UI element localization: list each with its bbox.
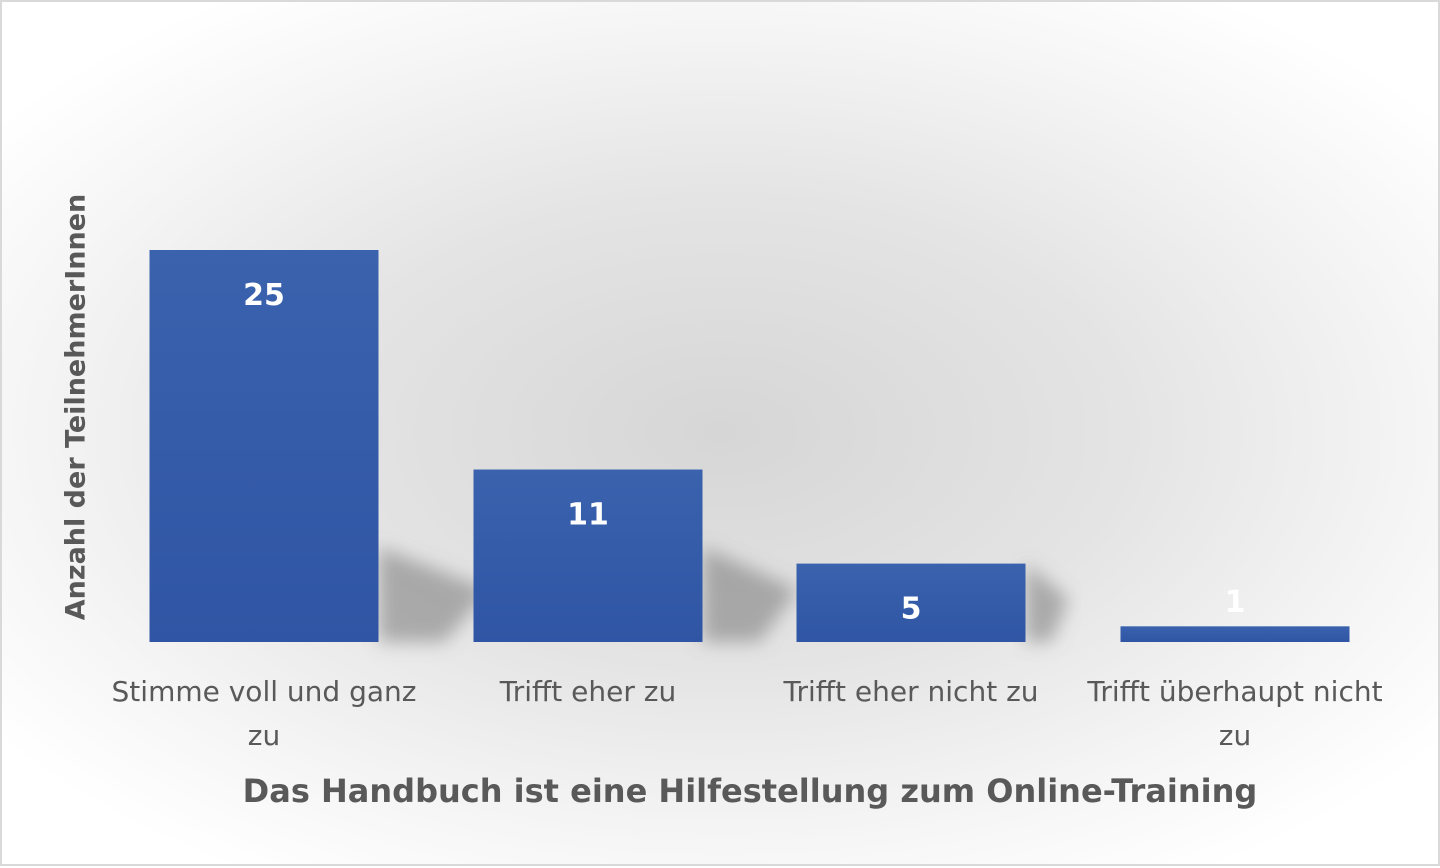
data-label-0: 25 — [243, 278, 285, 313]
bar-shadow — [702, 547, 798, 642]
category-label-3: Trifft überhaupt nicht zu — [1087, 675, 1383, 752]
bar-0 — [149, 250, 379, 642]
category-label-2: Trifft eher nicht zu — [783, 675, 1039, 708]
bar-2 — [796, 563, 1026, 642]
category-label-1: Trifft eher zu — [499, 675, 677, 708]
x-axis-title: Das Handbuch ist eine Hilfestellung zum … — [242, 772, 1258, 810]
bar-shadow — [1025, 563, 1069, 642]
data-label-3: 1 — [1225, 585, 1246, 620]
data-label-1: 11 — [567, 498, 609, 533]
data-label-2: 5 — [901, 592, 922, 627]
bar-shadow — [378, 547, 489, 642]
bar-1 — [473, 469, 703, 642]
bar-3 — [1120, 626, 1350, 642]
category-label-0: Stimme voll und ganz zu — [111, 675, 417, 752]
